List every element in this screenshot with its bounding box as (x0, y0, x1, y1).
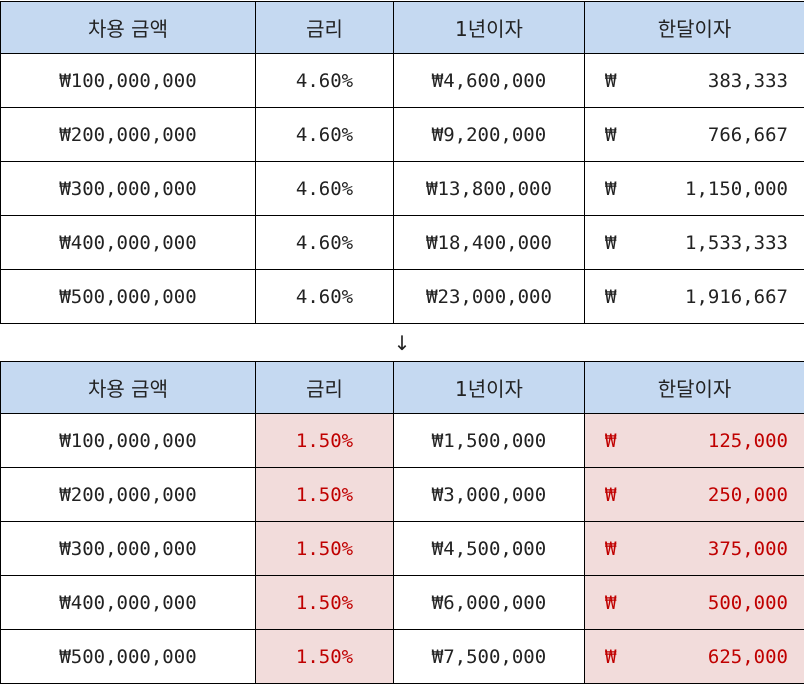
monthly-interest-value: 625,000 (707, 645, 788, 668)
loan-amount-cell: ₩200,000,000 (0, 467, 256, 522)
monthly-interest-cell: ₩375,000 (584, 521, 804, 576)
interest-rate-cell: 4.60% (255, 107, 394, 162)
down-arrow-icon: ↓ (393, 331, 411, 355)
loan-amount-cell: ₩200,000,000 (0, 107, 256, 162)
monthly-interest-value: 1,916,667 (685, 285, 788, 308)
loan-amount-cell: ₩100,000,000 (0, 413, 256, 468)
currency-symbol: ₩ (605, 645, 617, 668)
monthly-interest-cell: ₩625,000 (584, 629, 804, 684)
header-yearly-interest: 1년이자 (393, 361, 585, 414)
monthly-interest-value: 1,150,000 (685, 177, 788, 200)
yearly-interest-cell: ₩23,000,000 (393, 269, 585, 324)
header-loan-amount: 차용 금액 (0, 1, 256, 54)
loan-amount-cell: ₩400,000,000 (0, 575, 256, 630)
monthly-interest-cell: ₩383,333 (584, 53, 804, 108)
loan-interest-table-after: 차용 금액 금리 1년이자 한달이자 ₩100,000,000 1.50% ₩1,5… (0, 361, 804, 684)
loan-amount-cell: ₩500,000,000 (0, 269, 256, 324)
loan-interest-table-before: 차용 금액 금리 1년이자 한달이자 ₩100,000,000 4.60% ₩4,6… (0, 1, 804, 324)
yearly-interest-cell: ₩13,800,000 (393, 161, 585, 216)
monthly-interest-cell: ₩500,000 (584, 575, 804, 630)
currency-symbol: ₩ (605, 285, 617, 308)
table-row: ₩200,000,000 4.60% ₩9,200,000 ₩766,667 (0, 107, 804, 162)
interest-rate-cell: 4.60% (255, 161, 394, 216)
monthly-interest-value: 766,667 (707, 123, 788, 146)
interest-rate-cell: 4.60% (255, 269, 394, 324)
header-yearly-interest: 1년이자 (393, 1, 585, 54)
loan-amount-cell: ₩400,000,000 (0, 215, 256, 270)
table-row: ₩100,000,000 4.60% ₩4,600,000 ₩383,333 (0, 53, 804, 108)
interest-rate-cell: 1.50% (255, 629, 394, 684)
interest-rate-cell: 1.50% (255, 521, 394, 576)
monthly-interest-cell: ₩1,533,333 (584, 215, 804, 270)
monthly-interest-value: 383,333 (707, 69, 788, 92)
header-row: 차용 금액 금리 1년이자 한달이자 (0, 1, 804, 54)
monthly-interest-cell: ₩125,000 (584, 413, 804, 468)
currency-symbol: ₩ (605, 69, 617, 92)
interest-rate-cell: 1.50% (255, 575, 394, 630)
loan-amount-cell: ₩500,000,000 (0, 629, 256, 684)
header-row: 차용 금액 금리 1년이자 한달이자 (0, 361, 804, 414)
header-loan-amount: 차용 금액 (0, 361, 256, 414)
header-interest-rate: 금리 (255, 361, 394, 414)
table-row: ₩300,000,000 1.50% ₩4,500,000 ₩375,000 (0, 521, 804, 576)
yearly-interest-cell: ₩3,000,000 (393, 467, 585, 522)
header-monthly-interest: 한달이자 (584, 1, 804, 54)
monthly-interest-cell: ₩1,916,667 (584, 269, 804, 324)
yearly-interest-cell: ₩9,200,000 (393, 107, 585, 162)
monthly-interest-value: 1,533,333 (685, 231, 788, 254)
table-row: ₩100,000,000 1.50% ₩1,500,000 ₩125,000 (0, 413, 804, 468)
monthly-interest-value: 500,000 (707, 591, 788, 614)
yearly-interest-cell: ₩6,000,000 (393, 575, 585, 630)
monthly-interest-cell: ₩250,000 (584, 467, 804, 522)
loan-amount-cell: ₩300,000,000 (0, 161, 256, 216)
interest-rate-cell: 1.50% (255, 467, 394, 522)
loan-amount-cell: ₩300,000,000 (0, 521, 256, 576)
header-interest-rate: 금리 (255, 1, 394, 54)
currency-symbol: ₩ (605, 123, 617, 146)
interest-rate-cell: 4.60% (255, 215, 394, 270)
yearly-interest-cell: ₩4,600,000 (393, 53, 585, 108)
table-row: ₩400,000,000 4.60% ₩18,400,000 ₩1,533,333 (0, 215, 804, 270)
currency-symbol: ₩ (605, 231, 617, 254)
table-row: ₩200,000,000 1.50% ₩3,000,000 ₩250,000 (0, 467, 804, 522)
currency-symbol: ₩ (605, 591, 617, 614)
yearly-interest-cell: ₩18,400,000 (393, 215, 585, 270)
currency-symbol: ₩ (605, 429, 617, 452)
table-row: ₩500,000,000 4.60% ₩23,000,000 ₩1,916,667 (0, 269, 804, 324)
currency-symbol: ₩ (605, 177, 617, 200)
table-row: ₩400,000,000 1.50% ₩6,000,000 ₩500,000 (0, 575, 804, 630)
currency-symbol: ₩ (605, 483, 617, 506)
monthly-interest-cell: ₩766,667 (584, 107, 804, 162)
yearly-interest-cell: ₩4,500,000 (393, 521, 585, 576)
header-monthly-interest: 한달이자 (584, 361, 804, 414)
loan-amount-cell: ₩100,000,000 (0, 53, 256, 108)
monthly-interest-cell: ₩1,150,000 (584, 161, 804, 216)
yearly-interest-cell: ₩1,500,000 (393, 413, 585, 468)
table-row: ₩500,000,000 1.50% ₩7,500,000 ₩625,000 (0, 629, 804, 684)
table-row: ₩300,000,000 4.60% ₩13,800,000 ₩1,150,000 (0, 161, 804, 216)
yearly-interest-cell: ₩7,500,000 (393, 629, 585, 684)
monthly-interest-value: 250,000 (707, 483, 788, 506)
interest-rate-cell: 1.50% (255, 413, 394, 468)
monthly-interest-value: 125,000 (707, 429, 788, 452)
interest-rate-cell: 4.60% (255, 53, 394, 108)
currency-symbol: ₩ (605, 537, 617, 560)
monthly-interest-value: 375,000 (707, 537, 788, 560)
